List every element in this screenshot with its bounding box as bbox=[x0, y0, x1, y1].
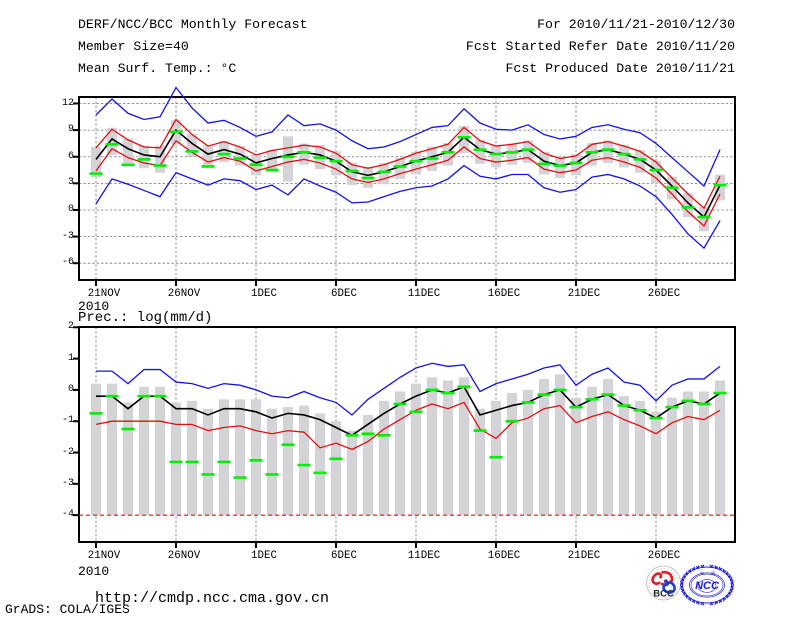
svg-text:NCC: NCC bbox=[695, 580, 720, 592]
svg-text:中: 中 bbox=[700, 571, 704, 576]
svg-text:国: 国 bbox=[711, 571, 715, 576]
